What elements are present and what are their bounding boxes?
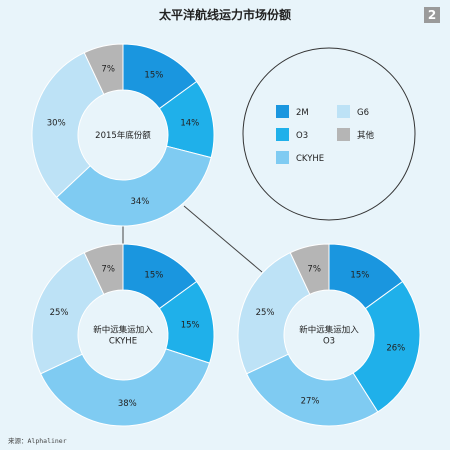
donut-chart-1: 15% 14% 34% 30% 7% 2015年底份额	[31, 43, 215, 227]
legend-item: G6	[337, 105, 369, 118]
donut-segment-ckyhe	[39, 348, 211, 427]
data-label: 7%	[101, 265, 115, 275]
donut-segment-其他	[289, 243, 330, 295]
legend-item: O3	[276, 128, 308, 141]
data-label: 25%	[256, 308, 275, 318]
data-label: 25%	[50, 308, 69, 318]
legend-swatch	[276, 151, 289, 164]
data-label: 15%	[144, 270, 163, 280]
data-label: 7%	[307, 265, 321, 275]
legend-label: 其他	[357, 130, 375, 141]
data-label: 15%	[350, 270, 369, 280]
legend-circle	[242, 47, 416, 221]
data-label: 27%	[301, 396, 320, 406]
legend: 2M G6 O3 其他 CKYHE	[276, 105, 375, 164]
chart-title: 太平洋航线运力市场份额	[158, 8, 291, 22]
data-label: 7%	[101, 65, 115, 75]
data-label: 15%	[144, 70, 163, 80]
legend-item: 其他	[337, 128, 375, 141]
legend-item: CKYHE	[276, 151, 324, 164]
donut-segment-g6	[237, 251, 311, 375]
page-number-badge: 2	[424, 7, 440, 23]
legend-label: CKYHE	[296, 154, 324, 164]
data-label: 38%	[118, 399, 137, 409]
legend-swatch	[337, 128, 350, 141]
donut-segment-其他	[83, 243, 124, 295]
donut-charts: 15% 14% 34% 30% 7% 2015年底份额 15% 15% 38% 25% 7% 新中远集…	[31, 43, 421, 427]
connector-line-right	[183, 205, 263, 273]
donut-center-label: 2015年底份额	[95, 130, 151, 141]
source-note: 来源：Alphaliner	[8, 437, 67, 445]
data-label: 34%	[130, 197, 149, 207]
data-label: 26%	[386, 344, 405, 354]
legend-item: 2M	[276, 105, 309, 118]
legend-label: 2M	[296, 108, 309, 118]
donut-segment-g6	[31, 51, 105, 199]
donut-center-label: CKYHE	[109, 337, 137, 347]
donut-segment-ckyhe	[245, 353, 379, 427]
donut-segment-其他	[83, 43, 124, 95]
legend-swatch	[276, 128, 289, 141]
legend-label: G6	[357, 108, 369, 118]
legend-label: O3	[296, 131, 308, 141]
donut-segment-g6	[31, 251, 105, 375]
donut-center-label: O3	[323, 337, 335, 347]
donut-center-label: 新中远集运加入	[93, 325, 153, 336]
data-label: 30%	[47, 118, 66, 128]
donut-segment-o3	[352, 280, 421, 413]
donut-center-label: 新中远集运加入	[299, 325, 359, 336]
legend-swatch	[337, 105, 350, 118]
data-label: 15%	[181, 320, 200, 330]
legend-swatch	[276, 105, 289, 118]
donut-segment-ckyhe	[55, 145, 212, 227]
data-label: 14%	[180, 118, 199, 128]
